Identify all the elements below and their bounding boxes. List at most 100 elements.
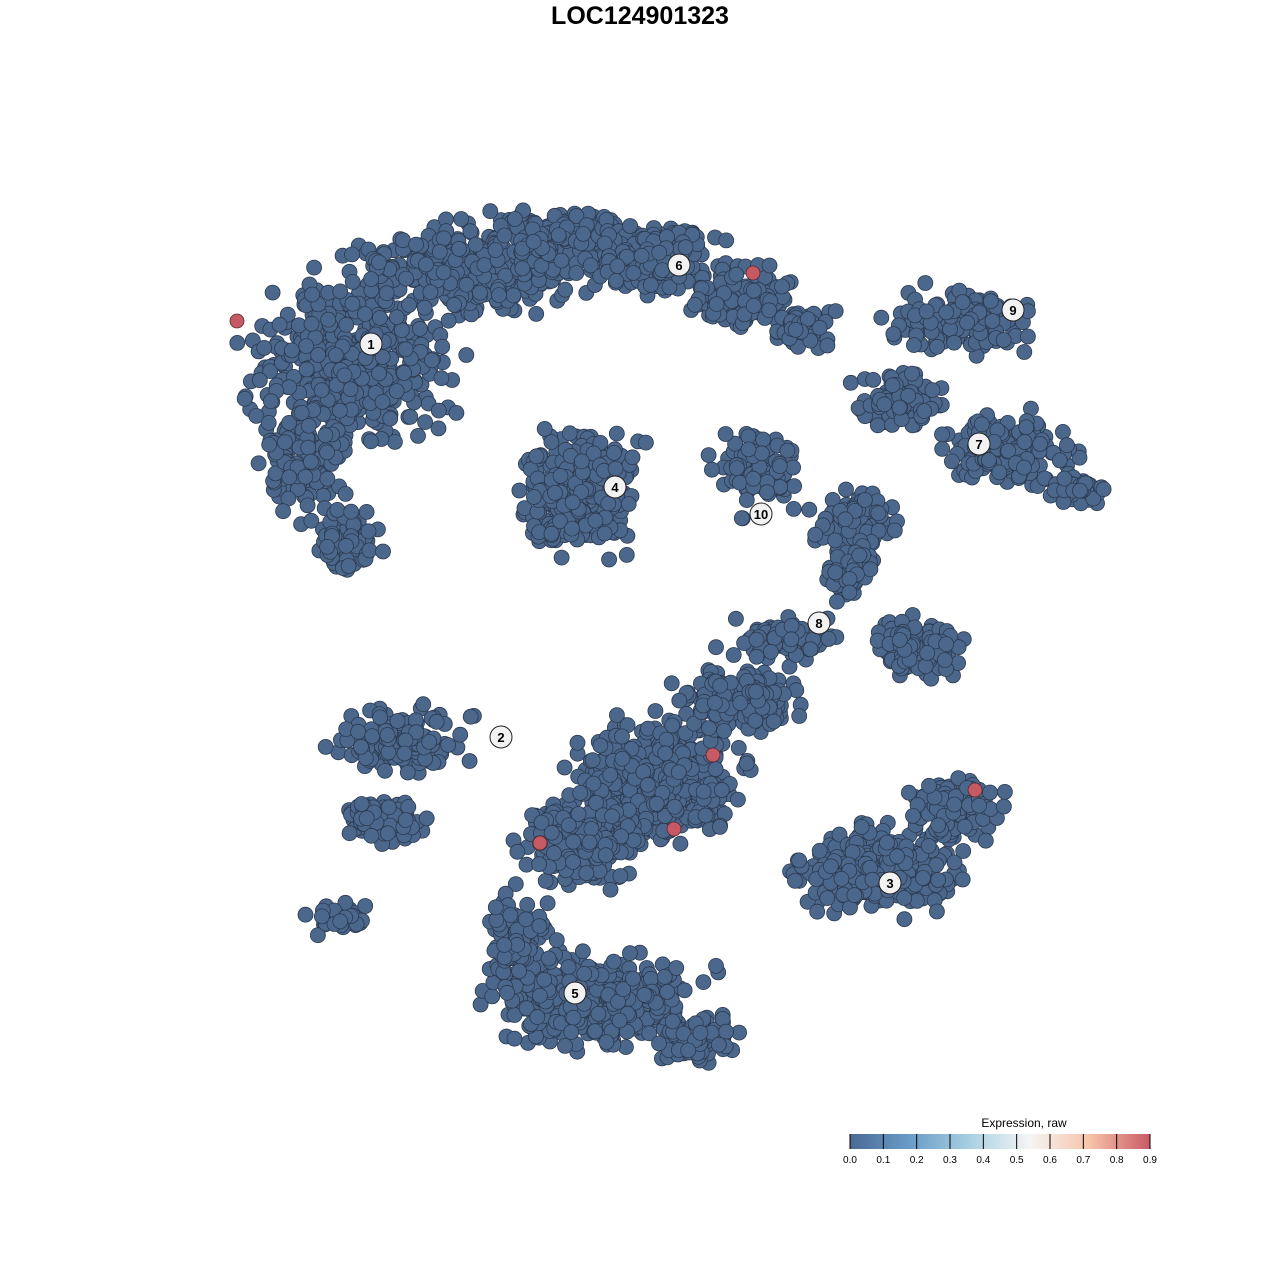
- cell-point: [377, 762, 393, 779]
- cell-point: [435, 230, 452, 247]
- cell-point: [745, 470, 762, 487]
- cell-point: [297, 906, 314, 923]
- cell-point: [869, 417, 886, 434]
- cell-point: [984, 313, 1001, 329]
- cell-point: [753, 445, 770, 462]
- cell-point: [823, 858, 839, 875]
- cell-point: [748, 648, 765, 665]
- cell-point: [361, 542, 378, 559]
- cell-point: [666, 798, 683, 815]
- cell-point: [622, 218, 638, 234]
- cell-point: [624, 449, 641, 466]
- chart-title: LOC124901323: [551, 2, 729, 30]
- cell-point: [319, 470, 336, 487]
- cell-point: [433, 370, 450, 387]
- cell-point: [411, 320, 428, 337]
- cell-point: [319, 444, 335, 461]
- cell-point: [864, 871, 881, 888]
- cell-point: [920, 838, 937, 854]
- cell-point: [476, 257, 493, 274]
- cell-point: [372, 309, 388, 326]
- points-layer: [229, 202, 1112, 1071]
- cell-point: [342, 381, 359, 398]
- cell-point: [946, 334, 962, 351]
- cell-point: [731, 474, 748, 491]
- cell-point: [453, 211, 470, 227]
- cell-point: [557, 1038, 573, 1054]
- cell-point: [974, 416, 990, 433]
- cell-point: [581, 834, 598, 851]
- cell-point: [657, 745, 674, 762]
- cell-point: [569, 734, 586, 751]
- cell-point: [458, 347, 475, 363]
- cell-point: [509, 843, 526, 860]
- cell-point: [317, 427, 334, 444]
- cell-point: [584, 752, 601, 768]
- cell-point: [341, 825, 358, 842]
- cell-point: [638, 434, 654, 451]
- cell-point: [374, 349, 391, 365]
- cell-point: [614, 728, 630, 745]
- cell-point: [876, 396, 893, 413]
- cell-point: [725, 647, 742, 663]
- cell-point: [313, 908, 330, 925]
- cell-point: [338, 316, 355, 333]
- cell-point: [592, 737, 609, 754]
- cell-point: [496, 227, 513, 244]
- cell-point: [462, 708, 479, 725]
- cell-point: [841, 584, 858, 601]
- cell-point: [467, 236, 484, 253]
- cell-point: [484, 988, 501, 1005]
- cell-point: [332, 913, 349, 930]
- cell-point: [327, 347, 344, 364]
- cell-point: [357, 306, 373, 323]
- cell-point: [525, 233, 542, 250]
- cell-point: [379, 727, 396, 743]
- cell-point: [643, 276, 659, 293]
- cell-point: [707, 694, 723, 711]
- cell-point: [884, 377, 901, 394]
- cell-point: [526, 489, 542, 505]
- cell-point: [712, 677, 729, 694]
- cell-point: [374, 393, 391, 410]
- cell-point: [389, 713, 406, 729]
- cell-point: [827, 303, 844, 320]
- cell-point: [402, 408, 419, 425]
- cell-point: [614, 750, 631, 767]
- cell-point: [363, 271, 380, 288]
- cell-point: [262, 363, 279, 380]
- cell-point: [995, 332, 1012, 348]
- cell-point: [421, 734, 438, 750]
- cell-point: [591, 863, 608, 879]
- cell-point: [565, 833, 582, 850]
- cell-point: [774, 278, 790, 295]
- cell-point: [343, 503, 360, 520]
- cell-point: [578, 865, 595, 881]
- cell-point: [264, 284, 281, 301]
- cell-point: [435, 264, 452, 281]
- cell-point: [930, 817, 947, 834]
- cell-point: [820, 631, 837, 647]
- cell-point: [853, 819, 870, 835]
- cell-point: [857, 492, 873, 508]
- cell-point: [879, 834, 895, 851]
- cell-point: [452, 726, 469, 743]
- cell-point: [491, 287, 507, 304]
- cell-point: [740, 441, 757, 458]
- cell-point: [1016, 434, 1033, 450]
- cell-point: [396, 365, 412, 381]
- cell-point: [608, 272, 624, 289]
- cell-point: [229, 334, 246, 351]
- cell-point: [319, 539, 336, 555]
- cell-point: [462, 223, 479, 240]
- cell-point: [891, 632, 908, 648]
- cell-point: [440, 737, 457, 753]
- cell-point: [271, 316, 288, 333]
- cell-point: [607, 460, 624, 477]
- cell-point: [748, 631, 765, 648]
- cell-point: [670, 764, 687, 781]
- cell-point: [448, 404, 465, 421]
- cell-point: [410, 427, 426, 444]
- cell-point: [358, 810, 375, 827]
- cell-point: [919, 645, 936, 661]
